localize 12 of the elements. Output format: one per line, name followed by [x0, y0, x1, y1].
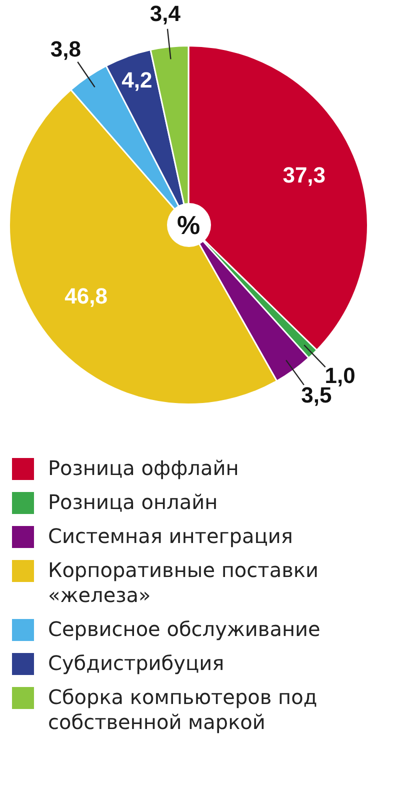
- data-label: 46,8: [64, 284, 108, 309]
- legend-label: Системная интеграция: [48, 524, 293, 549]
- data-label: 3,8: [50, 36, 81, 62]
- legend-label: Корпоративные поставки «железа»: [48, 558, 320, 608]
- legend-label: Розница оффлайн: [48, 456, 239, 481]
- data-label: 3,4: [150, 1, 182, 26]
- data-label: 37,3: [282, 162, 326, 188]
- legend-label: Розница онлайн: [48, 490, 218, 515]
- data-label: 4,2: [122, 68, 152, 93]
- legend-label: Субдистрибуция: [48, 651, 224, 676]
- legend-label: Сервисное обслуживание: [48, 617, 320, 642]
- legend-label: Сборка компьютеров под собственной маркой: [48, 685, 318, 735]
